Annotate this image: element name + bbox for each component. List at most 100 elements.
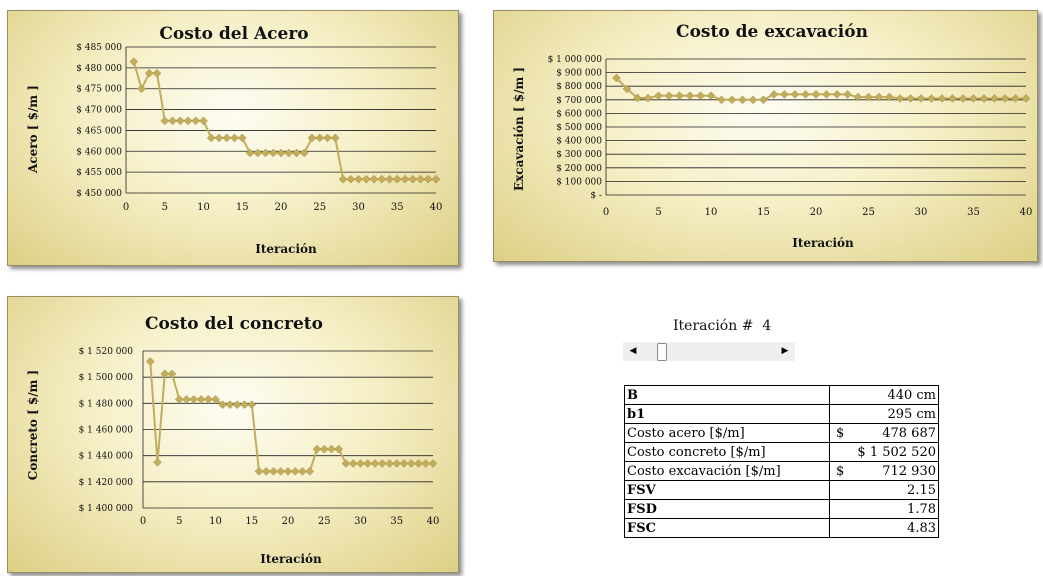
data-point [183,116,193,126]
data-point [1021,94,1031,103]
data-point [377,459,387,468]
y-tick-label: $ 460 000 [76,147,122,157]
data-point [230,133,239,143]
row-value-text: 478 687 [882,425,936,441]
chart-title: Costo del Acero [159,24,308,44]
chart-concreto-panel: Costo del concreto Concreto [ $/m ] Iter… [7,296,459,573]
data-point [1000,94,1010,103]
table-row: FSV 2.15 [624,480,939,500]
x-tick-label: 35 [391,202,404,213]
data-point [843,90,852,99]
data-point [696,91,705,101]
data-point [292,148,301,158]
x-axis-label: Iteración [260,552,322,566]
y-tick-label: $ 1 520 000 [79,347,134,357]
data-point [174,395,184,404]
data-point [801,90,810,99]
data-point [298,467,307,476]
table-row: B 440 cm [624,385,939,405]
data-point [885,92,894,102]
y-tick-label: $ 465 000 [76,126,122,136]
row-value: 4.83 [829,518,939,538]
data-point [206,133,216,143]
iteration-scrollbar[interactable]: ◀ ▶ [623,342,795,361]
row-label: FSD [624,499,830,519]
data-point [622,84,632,94]
data-point [232,400,242,409]
x-tick-label: 25 [862,207,875,218]
x-axis-label: Iteración [792,236,854,250]
data-point [222,133,232,143]
chart-title: Costo de excavación [676,22,868,42]
chart-excavacion: Costo de excavación Excavación [ $/m ] I… [512,22,1033,250]
y-tick-label: $ 200 000 [556,164,602,174]
x-tick-label: 15 [757,207,770,218]
data-point [1011,94,1020,103]
data-point [675,91,684,101]
data-point [392,174,402,184]
data-point [832,90,842,99]
chart-acero: Costo del Acero Acero [ $/m ] Iteración … [26,24,443,256]
data-point [937,94,947,103]
x-tick-label: 10 [209,516,222,527]
currency-symbol: $ [836,425,845,441]
data-point [319,444,329,454]
y-tick-label: $ 450 000 [76,189,122,199]
data-point [759,95,768,105]
data-point [717,95,726,105]
data-point [370,459,380,468]
row-label: FSV [624,480,830,500]
series-line [615,77,1026,101]
row-label: b1 [624,404,830,424]
x-tick-label: 30 [352,202,365,213]
row-value-text: 440 cm [887,387,936,403]
row-label: B [624,385,830,405]
x-tick-label: 20 [275,202,288,213]
y-tick-label: $ 475 000 [76,85,122,95]
scroll-left-arrow-icon[interactable]: ◀ [629,346,637,356]
data-point [175,116,185,126]
x-tick-label: 20 [810,207,823,218]
y-tick-label: $ 1 440 000 [79,452,134,462]
data-point [327,444,336,454]
data-point [399,459,409,468]
scroll-right-arrow-icon[interactable]: ▶ [781,346,789,356]
data-point [895,94,905,103]
series [129,57,441,184]
data-point [276,467,286,476]
row-value-text: 2.15 [907,482,936,498]
data-point [790,90,800,99]
data-point [268,148,278,158]
x-tick-label: 40 [430,202,443,213]
data-point [348,459,358,468]
data-point [979,94,989,103]
data-point [664,91,674,101]
row-label: FSC [624,518,830,538]
chart-excavacion-panel: Costo de excavación Excavación [ $/m ] I… [493,10,1038,262]
data-point [245,148,255,158]
x-ticks: 0 5 10 15 20 25 30 35 40 [140,516,440,527]
data-point [315,133,325,143]
data-point [958,94,968,103]
data-point [428,459,438,468]
data-point [392,459,402,468]
x-tick-label: 5 [162,202,168,213]
data-point [780,90,789,99]
table-row: Costo concreto [$/m] $ 1 502 520 [624,442,939,462]
data-point [160,116,170,126]
scrollbar-thumb[interactable] [657,343,667,361]
data-point [361,174,371,184]
data-point [129,57,139,66]
data-point [160,369,170,379]
data-point [330,133,340,143]
data-point [769,90,779,99]
data-point [685,91,695,101]
x-ticks: 0 5 10 15 20 25 30 35 40 [603,207,1033,218]
y-tick-label: $ 700 000 [556,96,602,106]
data-point [269,467,278,476]
y-axis-label: Concreto [ $/m ] [26,370,40,480]
data-point [853,92,863,102]
x-tick-label: 0 [603,207,609,218]
data-point [633,93,642,103]
data-point [283,467,293,476]
